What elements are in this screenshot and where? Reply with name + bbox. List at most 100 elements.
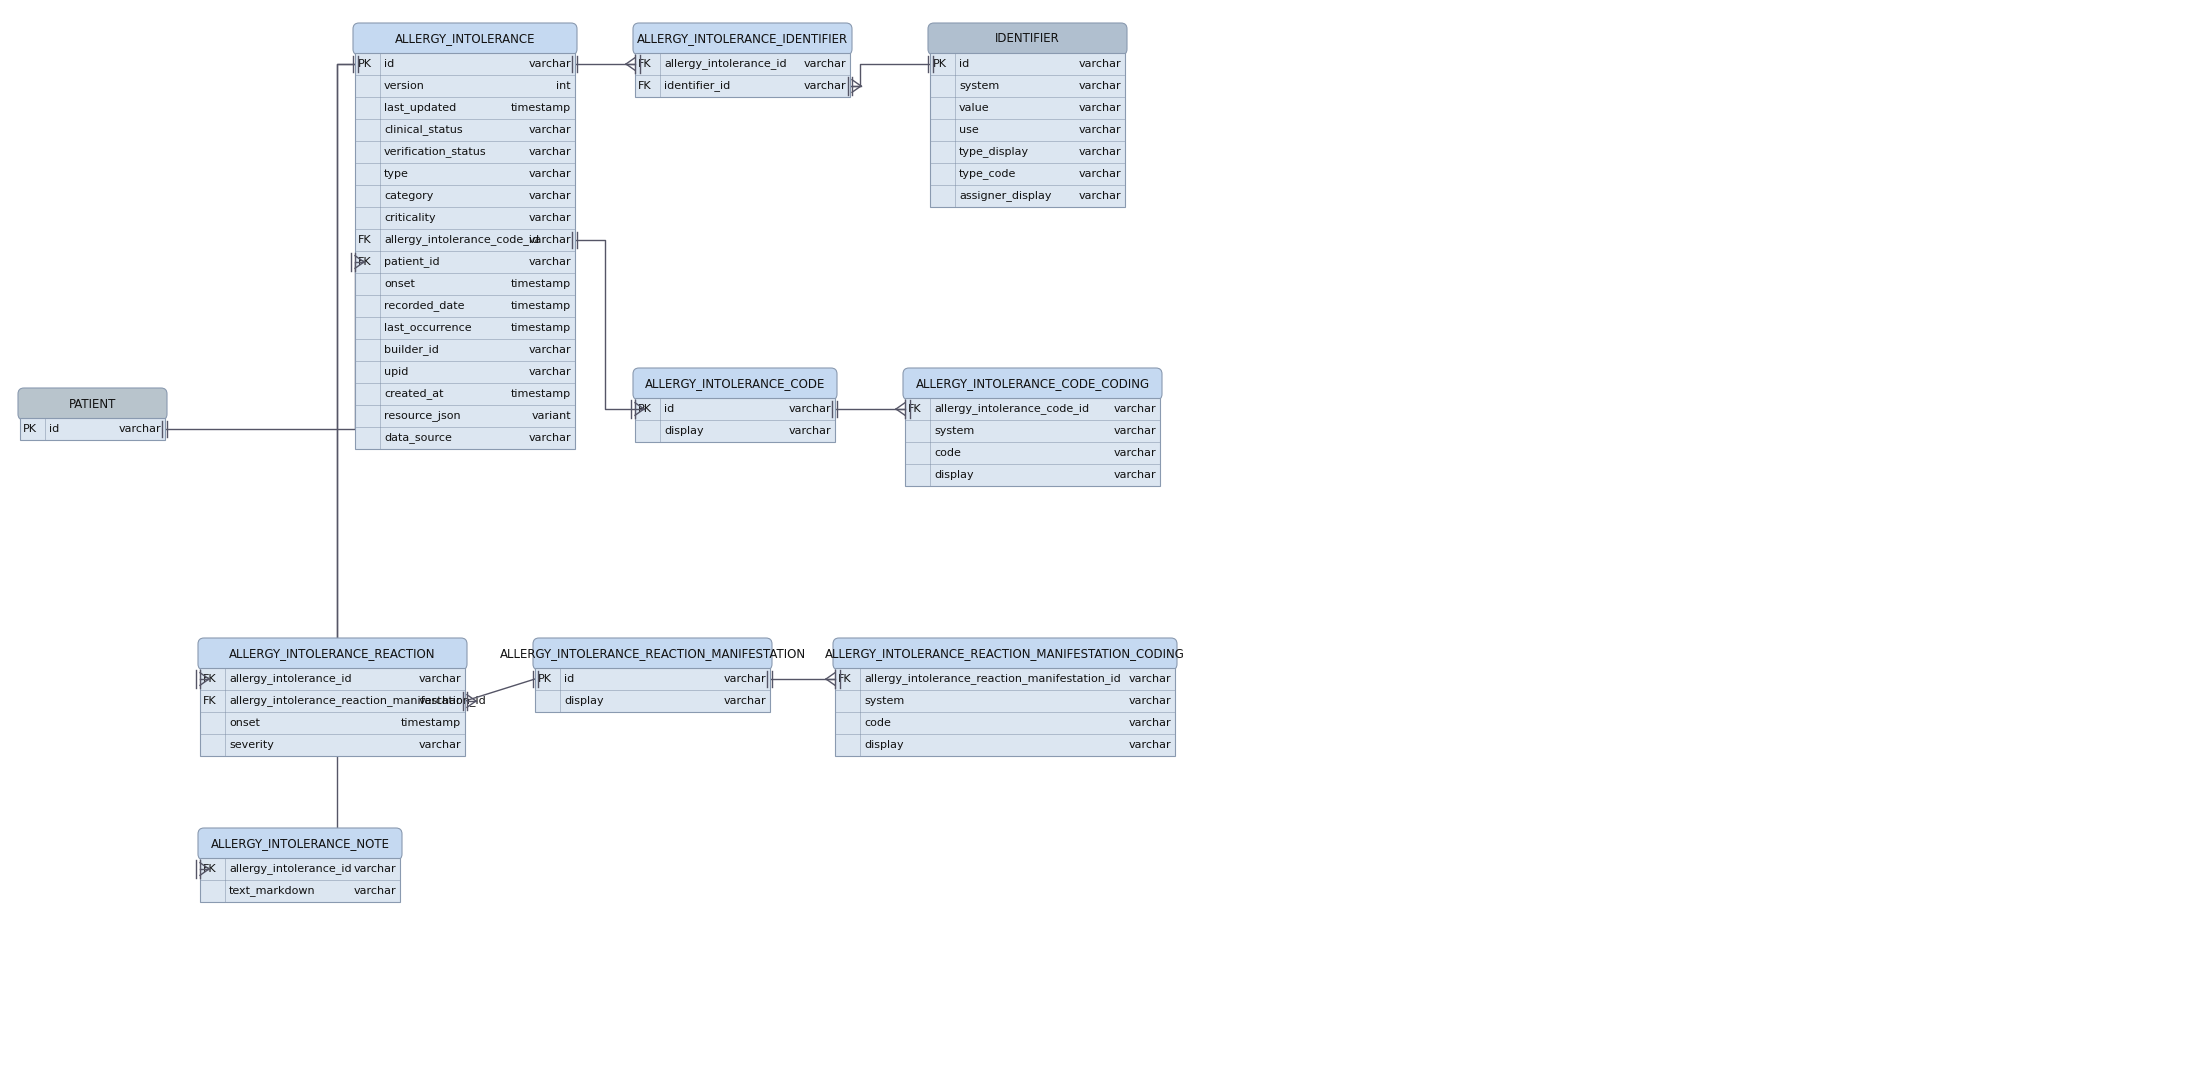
Text: varchar: varchar: [418, 740, 462, 750]
Text: varchar: varchar: [1079, 191, 1121, 201]
Text: varchar: varchar: [804, 81, 846, 91]
FancyBboxPatch shape: [633, 23, 853, 55]
Text: assigner_display: assigner_display: [958, 191, 1051, 202]
Text: type_display: type_display: [958, 147, 1029, 157]
Text: onset: onset: [385, 279, 415, 289]
Text: ALLERGY_INTOLERANCE_REACTION_MANIFESTATION: ALLERGY_INTOLERANCE_REACTION_MANIFESTATI…: [499, 648, 804, 661]
Text: varchar: varchar: [1114, 426, 1156, 436]
Text: varchar: varchar: [1114, 404, 1156, 414]
Text: ALLERGY_INTOLERANCE_NOTE: ALLERGY_INTOLERANCE_NOTE: [211, 838, 389, 851]
FancyBboxPatch shape: [633, 368, 837, 400]
Text: varchar: varchar: [528, 191, 571, 201]
FancyBboxPatch shape: [833, 638, 1176, 671]
Text: varchar: varchar: [789, 426, 831, 436]
FancyBboxPatch shape: [928, 23, 1128, 55]
FancyBboxPatch shape: [18, 388, 167, 420]
Text: varchar: varchar: [1079, 103, 1121, 113]
Text: FK: FK: [637, 59, 651, 69]
Text: system: system: [934, 426, 974, 436]
Text: recorded_date: recorded_date: [385, 301, 464, 312]
Text: varchar: varchar: [1128, 674, 1172, 685]
Text: timestamp: timestamp: [400, 718, 462, 728]
Text: code: code: [934, 448, 961, 458]
Text: value: value: [958, 103, 989, 113]
Text: patient_id: patient_id: [385, 257, 440, 267]
Text: varchar: varchar: [1128, 718, 1172, 728]
Text: allergy_intolerance_reaction_manifestation_id: allergy_intolerance_reaction_manifestati…: [864, 674, 1121, 685]
FancyBboxPatch shape: [200, 668, 466, 756]
Text: system: system: [958, 81, 1000, 91]
FancyBboxPatch shape: [835, 668, 1176, 756]
Text: PK: PK: [358, 59, 371, 69]
Text: allergy_intolerance_code_id: allergy_intolerance_code_id: [934, 403, 1090, 414]
Text: IDENTIFIER: IDENTIFIER: [996, 32, 1059, 45]
Text: timestamp: timestamp: [510, 279, 571, 289]
Text: verification_status: verification_status: [385, 147, 486, 157]
Text: data_source: data_source: [385, 432, 453, 443]
Text: allergy_intolerance_code_id: allergy_intolerance_code_id: [385, 235, 539, 246]
Text: code: code: [864, 718, 890, 728]
FancyBboxPatch shape: [198, 638, 466, 671]
FancyBboxPatch shape: [635, 398, 835, 442]
Text: timestamp: timestamp: [510, 103, 571, 113]
Text: id: id: [385, 59, 393, 69]
Text: onset: onset: [229, 718, 259, 728]
Text: id: id: [958, 59, 969, 69]
FancyBboxPatch shape: [20, 418, 165, 440]
Text: varchar: varchar: [1079, 125, 1121, 135]
Text: last_occurrence: last_occurrence: [385, 322, 473, 333]
Text: PK: PK: [637, 404, 653, 414]
Text: identifier_id: identifier_id: [664, 81, 730, 92]
Text: allergy_intolerance_id: allergy_intolerance_id: [664, 58, 787, 69]
FancyBboxPatch shape: [903, 368, 1163, 400]
Text: varchar: varchar: [528, 367, 571, 377]
Text: varchar: varchar: [723, 674, 765, 685]
Text: varchar: varchar: [1114, 470, 1156, 480]
Text: allergy_intolerance_reaction_manifestation_id: allergy_intolerance_reaction_manifestati…: [229, 695, 486, 706]
Text: varchar: varchar: [528, 345, 571, 355]
Text: ALLERGY_INTOLERANCE_REACTION: ALLERGY_INTOLERANCE_REACTION: [229, 648, 435, 661]
Text: system: system: [864, 696, 903, 706]
Text: last_updated: last_updated: [385, 102, 457, 113]
Text: text_markdown: text_markdown: [229, 885, 317, 897]
Text: varchar: varchar: [528, 433, 571, 443]
Text: FK: FK: [202, 696, 218, 706]
Text: version: version: [385, 81, 424, 91]
FancyBboxPatch shape: [930, 53, 1125, 207]
Text: ALLERGY_INTOLERANCE_IDENTIFIER: ALLERGY_INTOLERANCE_IDENTIFIER: [637, 32, 848, 45]
Text: FK: FK: [637, 81, 651, 91]
Text: PK: PK: [539, 674, 552, 685]
Text: ALLERGY_INTOLERANCE: ALLERGY_INTOLERANCE: [396, 32, 536, 45]
Text: display: display: [864, 740, 903, 750]
Text: varchar: varchar: [1079, 169, 1121, 179]
Text: created_at: created_at: [385, 388, 444, 400]
Text: varchar: varchar: [723, 696, 765, 706]
FancyBboxPatch shape: [635, 53, 851, 97]
FancyBboxPatch shape: [200, 858, 400, 902]
Text: timestamp: timestamp: [510, 301, 571, 310]
Text: FK: FK: [837, 674, 851, 685]
Text: varchar: varchar: [528, 213, 571, 223]
Text: id: id: [48, 424, 59, 434]
Text: timestamp: timestamp: [510, 323, 571, 333]
Text: varchar: varchar: [528, 257, 571, 267]
Text: upid: upid: [385, 367, 409, 377]
Text: PATIENT: PATIENT: [68, 398, 116, 411]
FancyBboxPatch shape: [532, 638, 771, 671]
Text: ALLERGY_INTOLERANCE_REACTION_MANIFESTATION_CODING: ALLERGY_INTOLERANCE_REACTION_MANIFESTATI…: [824, 648, 1185, 661]
Text: varchar: varchar: [1079, 81, 1121, 91]
Text: timestamp: timestamp: [510, 389, 571, 399]
Text: int: int: [556, 81, 571, 91]
Text: varchar: varchar: [1079, 59, 1121, 69]
Text: varchar: varchar: [1114, 448, 1156, 458]
Text: varchar: varchar: [528, 147, 571, 157]
Text: PK: PK: [932, 59, 947, 69]
Text: varchar: varchar: [528, 169, 571, 179]
Text: varchar: varchar: [418, 674, 462, 685]
Text: varchar: varchar: [354, 886, 396, 896]
Text: ALLERGY_INTOLERANCE_CODE_CODING: ALLERGY_INTOLERANCE_CODE_CODING: [914, 377, 1150, 390]
FancyBboxPatch shape: [354, 23, 578, 55]
Text: varchar: varchar: [789, 404, 831, 414]
Text: builder_id: builder_id: [385, 345, 440, 356]
Text: category: category: [385, 191, 433, 201]
